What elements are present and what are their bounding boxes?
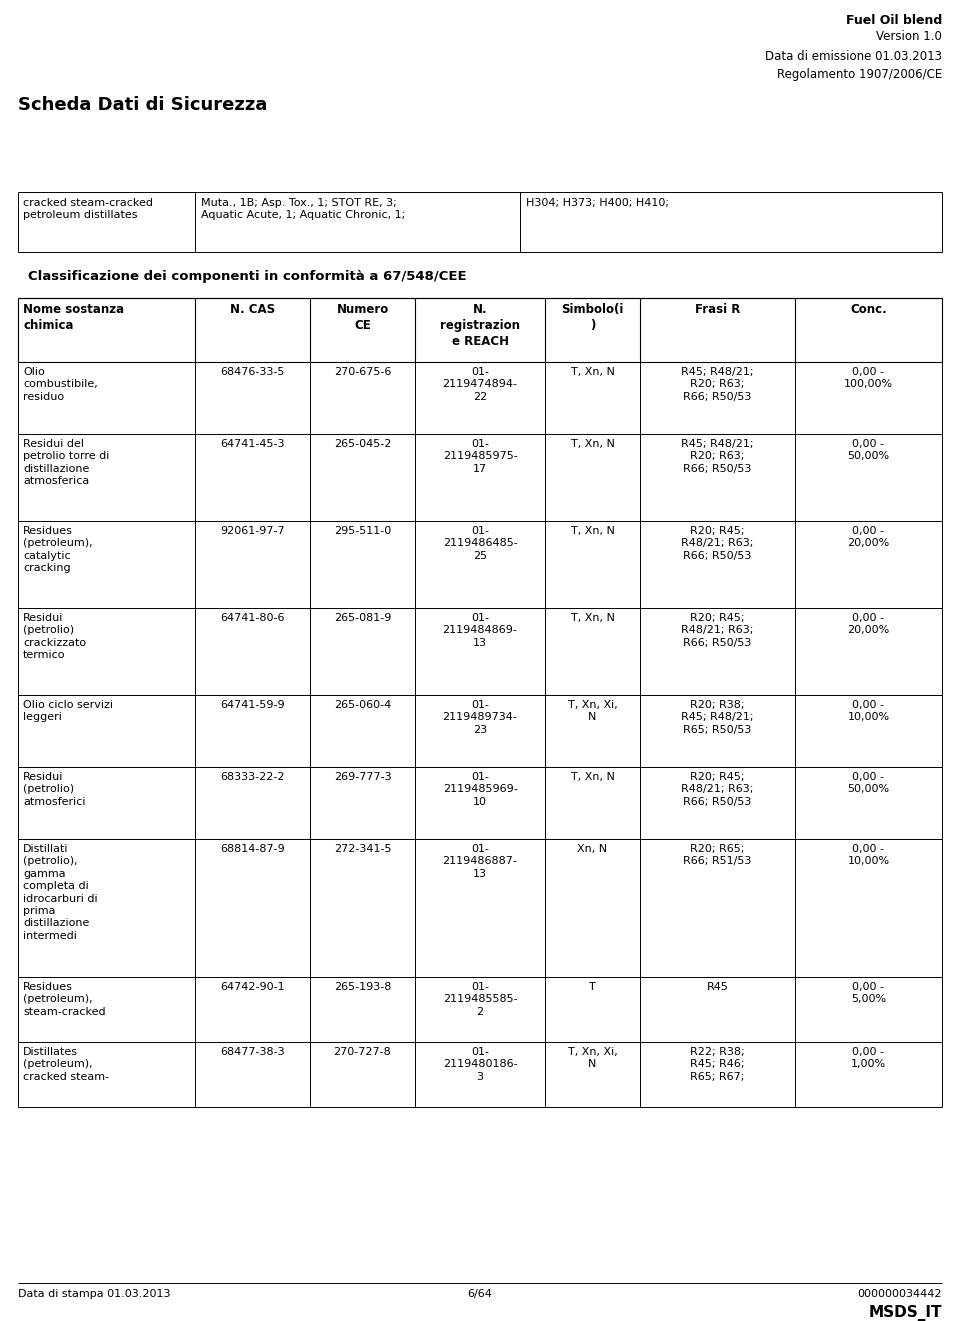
Text: H304; H373; H400; H410;: H304; H373; H400; H410; bbox=[526, 198, 669, 207]
Text: MSDS_IT: MSDS_IT bbox=[869, 1305, 942, 1321]
Text: 92061-97-7: 92061-97-7 bbox=[220, 526, 285, 536]
Text: 265-081-9: 265-081-9 bbox=[334, 613, 391, 624]
Text: Muta., 1B; Asp. Tox., 1; STOT RE, 3;
Aquatic Acute, 1; Aquatic Chronic, 1;: Muta., 1B; Asp. Tox., 1; STOT RE, 3; Aqu… bbox=[201, 198, 405, 221]
Text: N.
registrazion
e REACH: N. registrazion e REACH bbox=[440, 303, 520, 347]
Text: Data di stampa 01.03.2013: Data di stampa 01.03.2013 bbox=[18, 1289, 171, 1299]
Text: R20; R65;
R66; R51/53: R20; R65; R66; R51/53 bbox=[684, 844, 752, 867]
Text: T, Xn, Xi,
N: T, Xn, Xi, N bbox=[567, 1048, 617, 1070]
Text: 6/64: 6/64 bbox=[468, 1289, 492, 1299]
Text: 265-060-4: 265-060-4 bbox=[334, 700, 391, 709]
Text: 265-045-2: 265-045-2 bbox=[334, 439, 391, 449]
Text: 0,00 -
10,00%: 0,00 - 10,00% bbox=[848, 844, 890, 867]
Text: 295-511-0: 295-511-0 bbox=[334, 526, 391, 536]
Text: 01-
2119485975-
17: 01- 2119485975- 17 bbox=[443, 439, 517, 474]
Text: 01-
2119474894-
22: 01- 2119474894- 22 bbox=[443, 367, 517, 402]
Text: 0,00 -
50,00%: 0,00 - 50,00% bbox=[848, 771, 890, 794]
Text: 0,00 -
100,00%: 0,00 - 100,00% bbox=[844, 367, 893, 390]
Text: 01-
2119480186-
3: 01- 2119480186- 3 bbox=[443, 1048, 517, 1082]
Text: R20; R45;
R48/21; R63;
R66; R50/53: R20; R45; R48/21; R63; R66; R50/53 bbox=[682, 526, 754, 561]
Text: R45: R45 bbox=[707, 982, 729, 992]
Text: cracked steam-cracked
petroleum distillates: cracked steam-cracked petroleum distilla… bbox=[23, 198, 153, 221]
Text: Conc.: Conc. bbox=[851, 303, 887, 316]
Text: Numero
CE: Numero CE bbox=[336, 303, 389, 332]
Text: R22; R38;
R45; R46;
R65; R67;: R22; R38; R45; R46; R65; R67; bbox=[690, 1048, 745, 1082]
Text: R20; R38;
R45; R48/21;
R65; R50/53: R20; R38; R45; R48/21; R65; R50/53 bbox=[682, 700, 754, 734]
Text: 0,00 -
20,00%: 0,00 - 20,00% bbox=[848, 613, 890, 635]
Text: 272-341-5: 272-341-5 bbox=[334, 844, 392, 853]
Text: Data di emissione 01.03.2013: Data di emissione 01.03.2013 bbox=[765, 50, 942, 63]
Text: 01-
2119484869-
13: 01- 2119484869- 13 bbox=[443, 613, 517, 647]
Text: Regolamento 1907/2006/CE: Regolamento 1907/2006/CE bbox=[777, 67, 942, 81]
Text: R45; R48/21;
R20; R63;
R66; R50/53: R45; R48/21; R20; R63; R66; R50/53 bbox=[682, 439, 754, 474]
Text: 68814-87-9: 68814-87-9 bbox=[220, 844, 285, 853]
Text: Residui del
petrolio torre di
distillazione
atmosferica: Residui del petrolio torre di distillazi… bbox=[23, 439, 109, 486]
Text: 64741-59-9: 64741-59-9 bbox=[220, 700, 285, 709]
Text: Simbolo(i
): Simbolo(i ) bbox=[562, 303, 624, 332]
Text: Olio
combustibile,
residuo: Olio combustibile, residuo bbox=[23, 367, 98, 402]
Text: 0,00 -
20,00%: 0,00 - 20,00% bbox=[848, 526, 890, 548]
Text: Residui
(petrolio)
crackizzato
termico: Residui (petrolio) crackizzato termico bbox=[23, 613, 86, 660]
Text: 64741-45-3: 64741-45-3 bbox=[220, 439, 285, 449]
Text: Nome sostanza
chimica: Nome sostanza chimica bbox=[23, 303, 124, 332]
Text: 68333-22-2: 68333-22-2 bbox=[220, 771, 285, 782]
Text: Residues
(petroleum),
catalytic
cracking: Residues (petroleum), catalytic cracking bbox=[23, 526, 92, 573]
Text: R20; R45;
R48/21; R63;
R66; R50/53: R20; R45; R48/21; R63; R66; R50/53 bbox=[682, 771, 754, 807]
Text: Xn, N: Xn, N bbox=[577, 844, 608, 853]
Text: 265-193-8: 265-193-8 bbox=[334, 982, 391, 992]
Text: Residues
(petroleum),
steam-cracked: Residues (petroleum), steam-cracked bbox=[23, 982, 106, 1017]
Text: Classificazione dei componenti in conformità a 67/548/CEE: Classificazione dei componenti in confor… bbox=[28, 269, 467, 283]
Text: Frasi R: Frasi R bbox=[695, 303, 740, 316]
Text: 01-
2119489734-
23: 01- 2119489734- 23 bbox=[443, 700, 517, 734]
Text: T, Xn, Xi,
N: T, Xn, Xi, N bbox=[567, 700, 617, 723]
Text: Fuel Oil blend: Fuel Oil blend bbox=[846, 15, 942, 26]
Text: 000000034442: 000000034442 bbox=[857, 1289, 942, 1299]
Text: T, Xn, N: T, Xn, N bbox=[570, 526, 614, 536]
Text: T, Xn, N: T, Xn, N bbox=[570, 771, 614, 782]
Text: 01-
2119485969-
10: 01- 2119485969- 10 bbox=[443, 771, 517, 807]
Text: Distillati
(petrolio),
gamma
completa di
idrocarburi di
prima
distillazione
inte: Distillati (petrolio), gamma completa di… bbox=[23, 844, 98, 941]
Text: T, Xn, N: T, Xn, N bbox=[570, 367, 614, 376]
Text: 64741-80-6: 64741-80-6 bbox=[220, 613, 285, 624]
Text: 01-
2119486887-
13: 01- 2119486887- 13 bbox=[443, 844, 517, 878]
Text: 68476-33-5: 68476-33-5 bbox=[220, 367, 285, 376]
Text: 01-
2119485585-
2: 01- 2119485585- 2 bbox=[443, 982, 517, 1017]
Text: Scheda Dati di Sicurezza: Scheda Dati di Sicurezza bbox=[18, 96, 268, 114]
Text: T, Xn, N: T, Xn, N bbox=[570, 439, 614, 449]
Text: 0,00 -
5,00%: 0,00 - 5,00% bbox=[851, 982, 886, 1004]
Text: R20; R45;
R48/21; R63;
R66; R50/53: R20; R45; R48/21; R63; R66; R50/53 bbox=[682, 613, 754, 647]
Text: T: T bbox=[589, 982, 596, 992]
Text: Olio ciclo servizi
leggeri: Olio ciclo servizi leggeri bbox=[23, 700, 113, 723]
Text: 270-675-6: 270-675-6 bbox=[334, 367, 391, 376]
Text: 0,00 -
50,00%: 0,00 - 50,00% bbox=[848, 439, 890, 461]
Text: 0,00 -
10,00%: 0,00 - 10,00% bbox=[848, 700, 890, 723]
Text: N. CAS: N. CAS bbox=[230, 303, 276, 316]
Text: Version 1.0: Version 1.0 bbox=[876, 30, 942, 44]
Text: Distillates
(petroleum),
cracked steam-: Distillates (petroleum), cracked steam- bbox=[23, 1048, 109, 1082]
Text: 0,00 -
1,00%: 0,00 - 1,00% bbox=[851, 1048, 886, 1070]
Text: R45; R48/21;
R20; R63;
R66; R50/53: R45; R48/21; R20; R63; R66; R50/53 bbox=[682, 367, 754, 402]
Text: 270-727-8: 270-727-8 bbox=[334, 1048, 392, 1057]
Text: 64742-90-1: 64742-90-1 bbox=[220, 982, 285, 992]
Text: T, Xn, N: T, Xn, N bbox=[570, 613, 614, 624]
Text: Residui
(petrolio)
atmosferici: Residui (petrolio) atmosferici bbox=[23, 771, 85, 807]
Text: 68477-38-3: 68477-38-3 bbox=[220, 1048, 285, 1057]
Text: 269-777-3: 269-777-3 bbox=[334, 771, 392, 782]
Text: 01-
2119486485-
25: 01- 2119486485- 25 bbox=[443, 526, 517, 561]
